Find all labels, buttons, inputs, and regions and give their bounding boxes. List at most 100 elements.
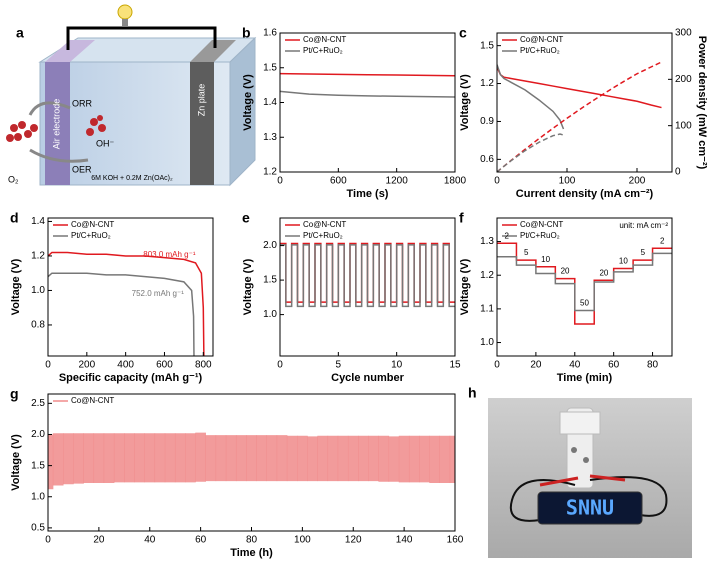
x-tick-label: 0	[494, 360, 500, 371]
step-label: 2	[660, 236, 665, 245]
y-tick-label: 1.0	[480, 337, 494, 348]
panel-label: e	[242, 210, 250, 226]
y-tick-label: 0.6	[480, 154, 494, 165]
x-axis-label: Time (min)	[557, 372, 613, 384]
plot-area	[48, 251, 205, 356]
legend-label: Pt/C+RuO₂	[71, 231, 111, 240]
electrolyte-label: 6M KOH + 0.2M Zn(OAc)₂	[91, 175, 173, 182]
x-tick-label: 100	[294, 535, 311, 546]
y-tick-label: 1.0	[31, 285, 45, 296]
axes-frame	[279, 217, 456, 357]
panel-label: d	[10, 210, 19, 226]
panel-label: a	[16, 25, 24, 41]
x-tick-label: 0	[277, 176, 283, 187]
y-tick-label: 1.0	[263, 309, 277, 320]
step-label: 2	[504, 231, 509, 240]
x-axis-label: Time (s)	[347, 188, 389, 200]
x-tick-label: 100	[559, 176, 576, 187]
x-tick-label: 140	[396, 535, 413, 546]
x-axis-label: Current density (mA cm⁻²)	[516, 188, 654, 200]
legend-label: Pt/C+RuO₂	[303, 46, 343, 55]
x-tick-label: 0	[45, 360, 51, 371]
legend-label: Co@N-CNT	[303, 35, 346, 44]
x-tick-label: 80	[246, 535, 258, 546]
y-tick-label: 1.0	[31, 491, 45, 502]
x-tick-label: 120	[345, 535, 362, 546]
y-tick-label: 0.9	[480, 116, 494, 127]
y2-tick-label: 300	[675, 28, 692, 39]
x-axis-label: Specific capacity (mAh g⁻¹)	[59, 372, 203, 384]
panel-label: b	[242, 25, 251, 41]
display-text: SNNU	[566, 496, 614, 520]
x-tick-label: 0	[277, 360, 283, 371]
y-tick-label: 1.2	[31, 251, 45, 262]
step-label: 10	[541, 255, 550, 264]
orr-label: ORR	[72, 98, 93, 108]
axes-frame	[496, 217, 673, 357]
x-axis-label: Cycle number	[331, 372, 404, 384]
note: unit: mA cm⁻²	[619, 221, 668, 230]
y-axis-label: Voltage (V)	[242, 74, 254, 131]
x-tick-label: 160	[447, 535, 464, 546]
o2-label: O₂	[8, 174, 19, 184]
x-tick-label: 80	[647, 360, 659, 371]
legend-label: Pt/C+RuO₂	[303, 231, 343, 240]
x-tick-label: 0	[45, 535, 51, 546]
x-tick-label: 40	[144, 535, 156, 546]
plot-area	[497, 61, 662, 172]
y-tick-label: 1.3	[263, 132, 277, 143]
series-line	[497, 133, 564, 172]
annotation: 803.0 mAh g⁻¹	[143, 250, 196, 259]
axes-frame	[496, 32, 673, 173]
plot-area	[48, 432, 455, 490]
y-tick-label: 1.5	[263, 275, 277, 286]
y-tick-label: 1.1	[480, 304, 494, 315]
y-tick-label: 0.5	[31, 523, 45, 534]
x-tick-label: 1800	[444, 176, 467, 187]
x-axis-label: Time (h)	[230, 547, 273, 559]
y-axis-label: Voltage (V)	[459, 74, 471, 131]
y-axis-label: Voltage (V)	[10, 258, 22, 315]
legend-label: Pt/C+RuO₂	[520, 46, 560, 55]
y-tick-label: 1.6	[263, 28, 277, 39]
series-line	[280, 90, 455, 98]
y-tick-label: 2.5	[31, 398, 45, 409]
legend-label: Co@N-CNT	[71, 220, 114, 229]
y-tick-label: 1.5	[31, 460, 45, 471]
series-line	[497, 242, 672, 325]
x-tick-label: 10	[391, 360, 403, 371]
legend-label: Pt/C+RuO₂	[520, 231, 560, 240]
x-tick-label: 20	[530, 360, 542, 371]
y-axis-label: Voltage (V)	[10, 434, 22, 491]
legend-label: Co@N-CNT	[520, 35, 563, 44]
battery-diagram	[6, 4, 257, 187]
panel-label: g	[10, 386, 19, 402]
y-axis-label: Voltage (V)	[242, 258, 254, 315]
x-tick-label: 200	[629, 176, 646, 187]
series-line	[497, 66, 662, 109]
x-tick-label: 800	[195, 360, 212, 371]
oh-label: OH⁻	[96, 138, 115, 148]
x-tick-label: 20	[93, 535, 105, 546]
x-tick-label: 400	[117, 360, 134, 371]
x-tick-label: 600	[156, 360, 173, 371]
series-line	[48, 251, 205, 356]
x-tick-label: 600	[330, 176, 347, 187]
panel-label: h	[468, 385, 477, 401]
y2-tick-label: 0	[675, 167, 681, 178]
step-label: 20	[561, 267, 570, 276]
y-tick-label: 0.8	[31, 320, 45, 331]
legend-label: Co@N-CNT	[303, 220, 346, 229]
y-tick-label: 1.5	[263, 62, 277, 73]
legend-label: Co@N-CNT	[520, 220, 563, 229]
x-tick-label: 1200	[386, 176, 409, 187]
electrode-label: Air electrode	[51, 99, 61, 150]
y2-tick-label: 200	[675, 74, 692, 85]
plot-area	[280, 242, 455, 308]
step-label: 10	[619, 257, 628, 266]
y-tick-label: 1.4	[31, 216, 45, 227]
plot-area	[497, 242, 672, 325]
series-line	[280, 72, 455, 77]
y-tick-label: 1.2	[480, 270, 494, 281]
